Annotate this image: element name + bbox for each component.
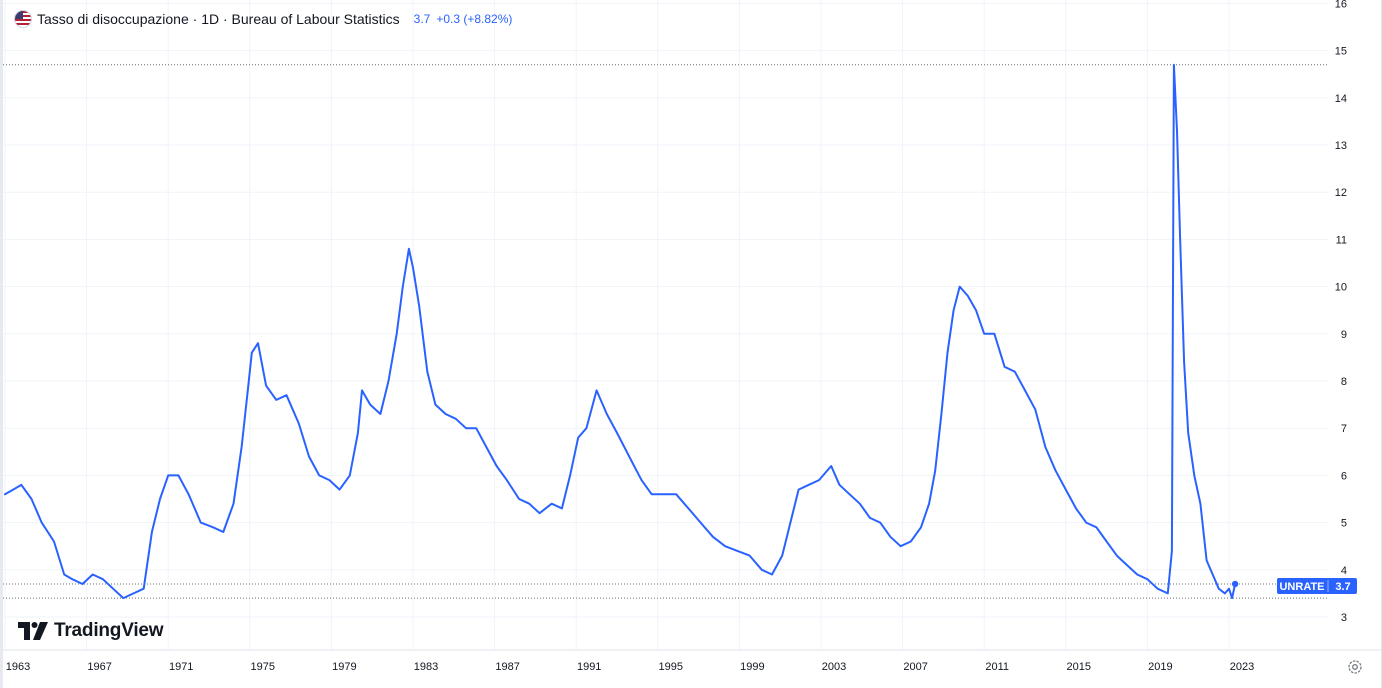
tradingview-logo-text: TradingView <box>54 620 164 641</box>
x-tick-label: 2019 <box>1148 661 1172 673</box>
tradingview-logo[interactable]: TradingView <box>18 620 164 642</box>
series-layer <box>4 63 1239 600</box>
y-tick-label: 6 <box>1341 470 1347 482</box>
reference-lines <box>3 64 1328 599</box>
x-tick-label: 2015 <box>1067 661 1091 673</box>
y-tick-label: 15 <box>1335 46 1347 58</box>
x-tick-label: 1991 <box>577 661 601 673</box>
x-tick-label: 1975 <box>251 661 275 673</box>
y-tick-label: 16 <box>1335 0 1347 10</box>
x-tick-label: 1979 <box>332 661 356 673</box>
grid-layer <box>3 0 1328 650</box>
price-label-bg <box>1277 578 1357 594</box>
x-tick-label: 1983 <box>414 661 438 673</box>
y-tick-label: 4 <box>1341 565 1347 577</box>
tradingview-logo-icon <box>18 622 48 640</box>
price-label-value: 3.7 <box>1335 581 1350 593</box>
y-tick-label: 12 <box>1335 187 1347 199</box>
y-axis: 3 4 5 6 7 8 9 10 11 12 13 14 15 16 <box>1335 0 1347 624</box>
us-flag-icon <box>15 11 31 27</box>
y-tick-label: 11 <box>1336 234 1347 246</box>
last-point-marker <box>1231 580 1239 588</box>
y-tick-label: 5 <box>1341 518 1347 530</box>
y-tick-label: 9 <box>1341 329 1347 341</box>
x-tick-label: 1963 <box>6 661 30 673</box>
last-value: 3.7 <box>413 12 431 26</box>
x-tick-label: 1999 <box>740 661 764 673</box>
x-tick-label: 1967 <box>87 661 111 673</box>
x-tick-label: 2003 <box>822 661 846 673</box>
y-tick-label: 3 <box>1341 612 1347 624</box>
price-label: UNRATE 3.7 <box>1277 578 1357 594</box>
x-tick-label: 2023 <box>1230 661 1254 673</box>
x-tick-label: 2007 <box>903 661 927 673</box>
x-tick-label: 1995 <box>659 661 683 673</box>
x-tick-label: 2011 <box>985 661 1009 673</box>
y-tick-label: 14 <box>1335 93 1347 105</box>
y-tick-label: 13 <box>1335 140 1347 152</box>
x-tick-label: 1987 <box>495 661 519 673</box>
x-tick-label: 1971 <box>169 661 193 673</box>
series-line-unrate[interactable] <box>4 63 1237 600</box>
y-tick-label: 8 <box>1341 376 1347 388</box>
settings-gear-icon[interactable] <box>1346 658 1364 676</box>
price-label-symbol: UNRATE <box>1279 581 1324 593</box>
chart-header: Tasso di disoccupazione · 1D · Bureau of… <box>15 8 512 30</box>
change-value: +0.3 (+8.82%) <box>436 12 513 26</box>
y-tick-label: 7 <box>1341 423 1347 435</box>
y-tick-label: 10 <box>1335 282 1347 294</box>
x-axis: 1963 1967 1971 1975 1979 1983 1987 1991 1995 1999… <box>3 649 1382 673</box>
chart-title[interactable]: Tasso di disoccupazione · 1D · Bureau of… <box>37 11 400 27</box>
